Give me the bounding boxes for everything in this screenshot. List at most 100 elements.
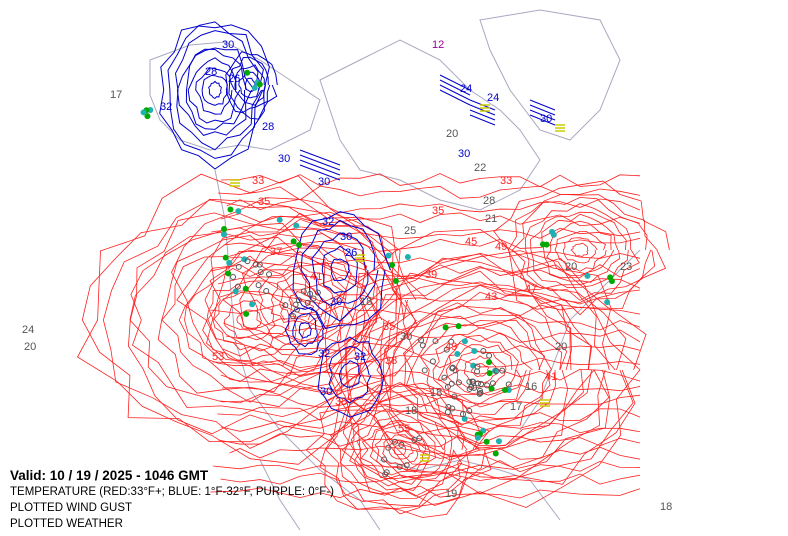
station-circle — [466, 378, 473, 385]
fog-symbol — [420, 454, 430, 462]
warm-contour-line — [220, 173, 641, 188]
station-circle — [466, 407, 473, 414]
rain-symbol — [241, 256, 248, 263]
station-circle — [391, 438, 398, 445]
station-circle — [398, 441, 405, 448]
station-circle — [396, 463, 403, 470]
warm-contours — [76, 173, 670, 518]
warm-contour-label: 37 — [270, 246, 282, 258]
warm-contour-line — [225, 329, 641, 344]
rain-symbol — [296, 241, 303, 248]
rain-symbol — [222, 254, 229, 261]
warm-contour-line — [530, 211, 629, 289]
station-value: 20 — [446, 128, 458, 140]
cold-contour-line — [298, 322, 312, 339]
cold-contour-line — [439, 74, 471, 91]
very_cold-contour-label: 12 — [432, 39, 444, 51]
station-circle — [295, 297, 302, 304]
warm-contour-label: 35 — [258, 196, 270, 208]
station-circle — [459, 411, 466, 418]
fog-symbol — [230, 179, 240, 187]
cold-contour-line — [234, 64, 266, 106]
station-circle — [471, 384, 478, 391]
rain-symbol — [251, 84, 258, 91]
rain-symbol — [488, 385, 495, 392]
station-circle — [381, 456, 388, 463]
warm-contour-line — [212, 292, 290, 352]
station-circle — [449, 405, 456, 412]
cold-contour-line — [439, 84, 471, 101]
cold-contours — [159, 21, 556, 418]
station-circle — [266, 271, 273, 278]
station-circle — [314, 289, 321, 296]
cold-contour-line — [469, 114, 496, 126]
cold-contour-label: 32 — [322, 216, 334, 228]
warm-contour-label: 39 — [425, 269, 437, 281]
warm-contour-line — [223, 237, 641, 252]
warm-contour-line — [341, 405, 455, 497]
rain-symbol — [502, 386, 509, 393]
cold-contour-line — [228, 56, 271, 113]
cold-contour-label: 32 — [318, 348, 330, 360]
warm-contour-line — [171, 197, 429, 395]
cold-contour-line — [284, 306, 325, 356]
station-circle — [416, 435, 423, 442]
cold-contour-line — [439, 89, 471, 106]
rain-symbol — [608, 278, 615, 285]
station-circle — [499, 367, 506, 374]
cold-contour-line — [317, 336, 385, 418]
warm-contour-line — [325, 387, 480, 515]
rain-symbol — [392, 278, 399, 285]
station-circle — [476, 387, 483, 394]
warm-contour-line — [202, 280, 298, 362]
warm-contour-line — [220, 212, 641, 227]
station-circle — [255, 282, 262, 289]
weather-legend: PLOTTED WEATHER — [10, 518, 123, 530]
warm-contour-line — [218, 185, 641, 201]
warm-contour-line — [210, 263, 641, 279]
warm-contour-line — [354, 412, 446, 487]
rain-symbol — [471, 348, 478, 355]
warm-contour-line — [219, 289, 641, 305]
cold-contour-label: 32 — [354, 351, 366, 363]
coastline-baja — [259, 459, 301, 531]
cold-contour-line — [529, 109, 556, 121]
warm-contour-line — [130, 222, 371, 418]
station-circle — [234, 283, 241, 290]
warm-contour-label: 33 — [500, 175, 512, 187]
rain-symbol — [492, 450, 499, 457]
station-circle — [445, 403, 452, 410]
station-value: 24 — [22, 324, 34, 336]
warm-contour-line — [239, 247, 366, 345]
station-circle — [307, 290, 314, 297]
cold-contour-line — [195, 67, 235, 115]
cold-contour-line — [311, 232, 369, 307]
warm-contour-line — [81, 198, 417, 443]
rain-symbol — [276, 216, 283, 223]
warm-contour-line — [236, 309, 263, 331]
rain-symbol — [242, 285, 249, 292]
rain-symbol — [492, 367, 499, 374]
cold-contour-line — [225, 51, 278, 120]
station-circle — [421, 367, 428, 374]
warm-contour-label: 41 — [545, 371, 557, 383]
cold-contour-line — [469, 104, 496, 116]
station-circle — [418, 337, 425, 344]
rain-symbol — [225, 270, 232, 277]
warm-contour-line — [220, 420, 641, 434]
station-circle — [383, 469, 390, 476]
station-circle — [282, 302, 289, 309]
rain-symbol — [144, 113, 151, 120]
cold-contour-label: 24 — [460, 83, 472, 95]
station-circle — [257, 269, 264, 276]
contour-labels: 30 28 26 32 28 30 30 24 24 30 30 32 30 26 30 32 32 30 12 33… — [160, 39, 557, 435]
rain-symbol — [226, 259, 233, 266]
station-value: 20 — [555, 341, 567, 353]
cold-contour-label: 26 — [345, 247, 357, 259]
warm-contour-line — [222, 341, 641, 357]
station-circle — [505, 381, 512, 388]
rain-symbol — [244, 69, 251, 76]
warm-contour-line — [184, 268, 318, 367]
station-circle — [476, 390, 483, 397]
station-circle — [448, 338, 455, 345]
